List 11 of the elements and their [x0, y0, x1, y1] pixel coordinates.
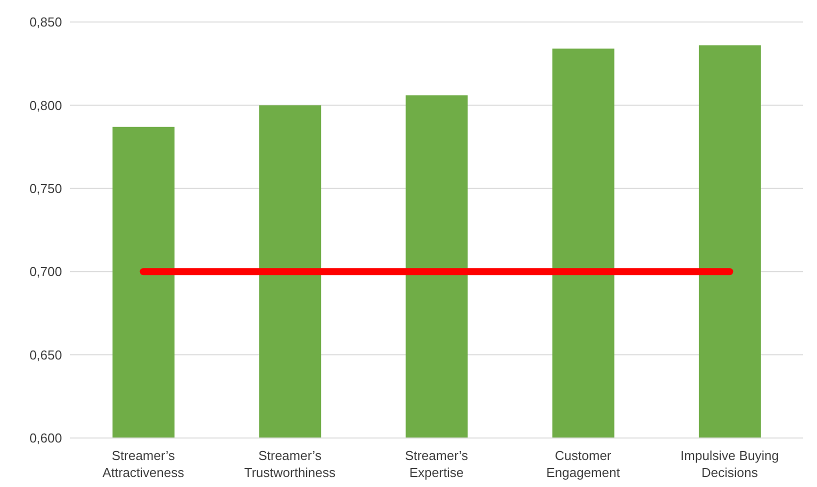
x-tick-label: Streamer’s Attractiveness: [102, 448, 185, 480]
y-tick-label: 0,650: [29, 347, 62, 362]
x-tick-label: Impulsive Buying Decisions: [680, 448, 779, 480]
y-tick-label: 0,800: [29, 98, 62, 113]
x-tick-label: Streamer’s Trustworthiness: [244, 448, 336, 480]
y-tick-label: 0,850: [29, 14, 62, 30]
y-tick-label: 0,750: [29, 181, 62, 196]
y-tick-label: 0,700: [29, 264, 62, 280]
x-tick-label: Streamer’s Expertise: [404, 448, 469, 480]
y-tick-label: 0,600: [29, 430, 62, 446]
x-tick-label: Customer Engagement: [546, 448, 620, 480]
